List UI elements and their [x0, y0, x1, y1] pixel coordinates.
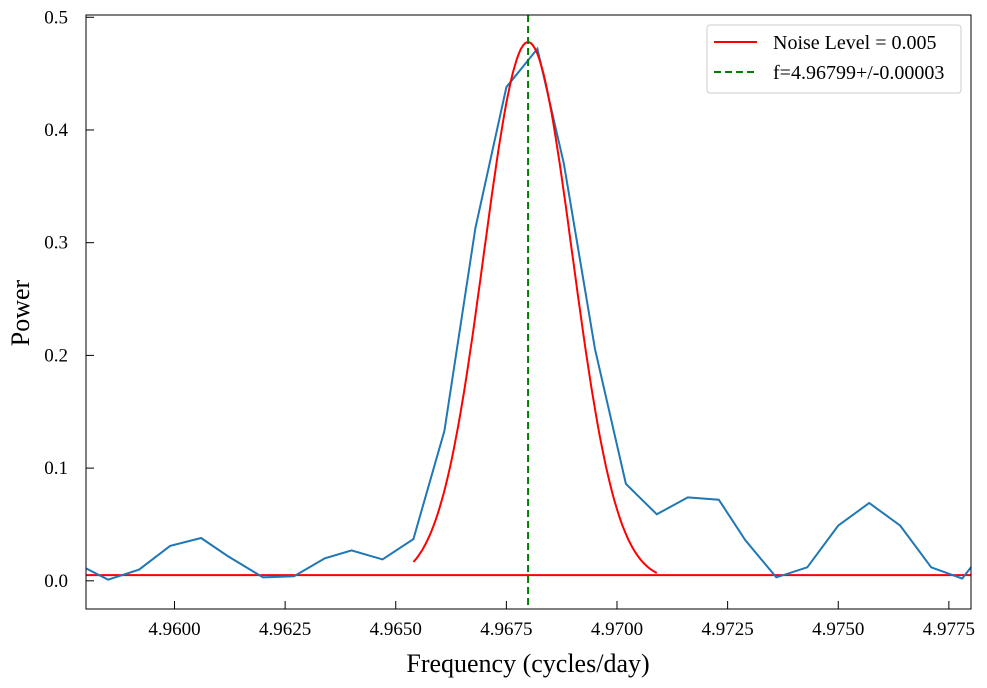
x-tick-label: 4.9675 [480, 619, 532, 640]
legend-label-frequency: f=4.96799+/-0.00003 [773, 62, 944, 84]
series-layer [86, 15, 971, 609]
x-tick-label: 4.9650 [370, 619, 422, 640]
y-tick-label: 0.3 [44, 233, 68, 254]
x-axis: 4.9600 4.9625 4.9650 4.9675 4.9700 4.9725 4.97… [148, 601, 975, 640]
x-tick-label: 4.9700 [591, 619, 643, 640]
x-tick-label: 4.9725 [702, 619, 754, 640]
legend-box [706, 24, 962, 94]
x-tick-label: 4.9750 [812, 619, 864, 640]
legend-label-noise-level: Noise Level = 0.005 [773, 32, 936, 54]
y-axis: 0.0 0.1 0.2 0.3 0.4 0.5 [44, 7, 94, 592]
y-tick-label: 0.5 [44, 7, 68, 28]
y-tick-label: 0.0 [44, 571, 68, 592]
power-spectrum-line [86, 46, 971, 581]
legend: Noise Level = 0.005 f=4.96799+/-0.00003 [706, 24, 962, 94]
x-tick-label: 4.9775 [923, 619, 975, 640]
x-tick-label: 4.9600 [148, 619, 200, 640]
y-tick-label: 0.2 [44, 345, 68, 366]
y-tick-label: 0.1 [44, 458, 68, 479]
x-tick-label: 4.9625 [259, 619, 311, 640]
y-tick-label: 0.4 [44, 120, 68, 141]
x-axis-label: Frequency (cycles/day) [406, 649, 649, 678]
plot-frame [85, 14, 972, 610]
gaussian-fit-curve [412, 41, 658, 574]
y-axis-label: Power [6, 279, 35, 346]
